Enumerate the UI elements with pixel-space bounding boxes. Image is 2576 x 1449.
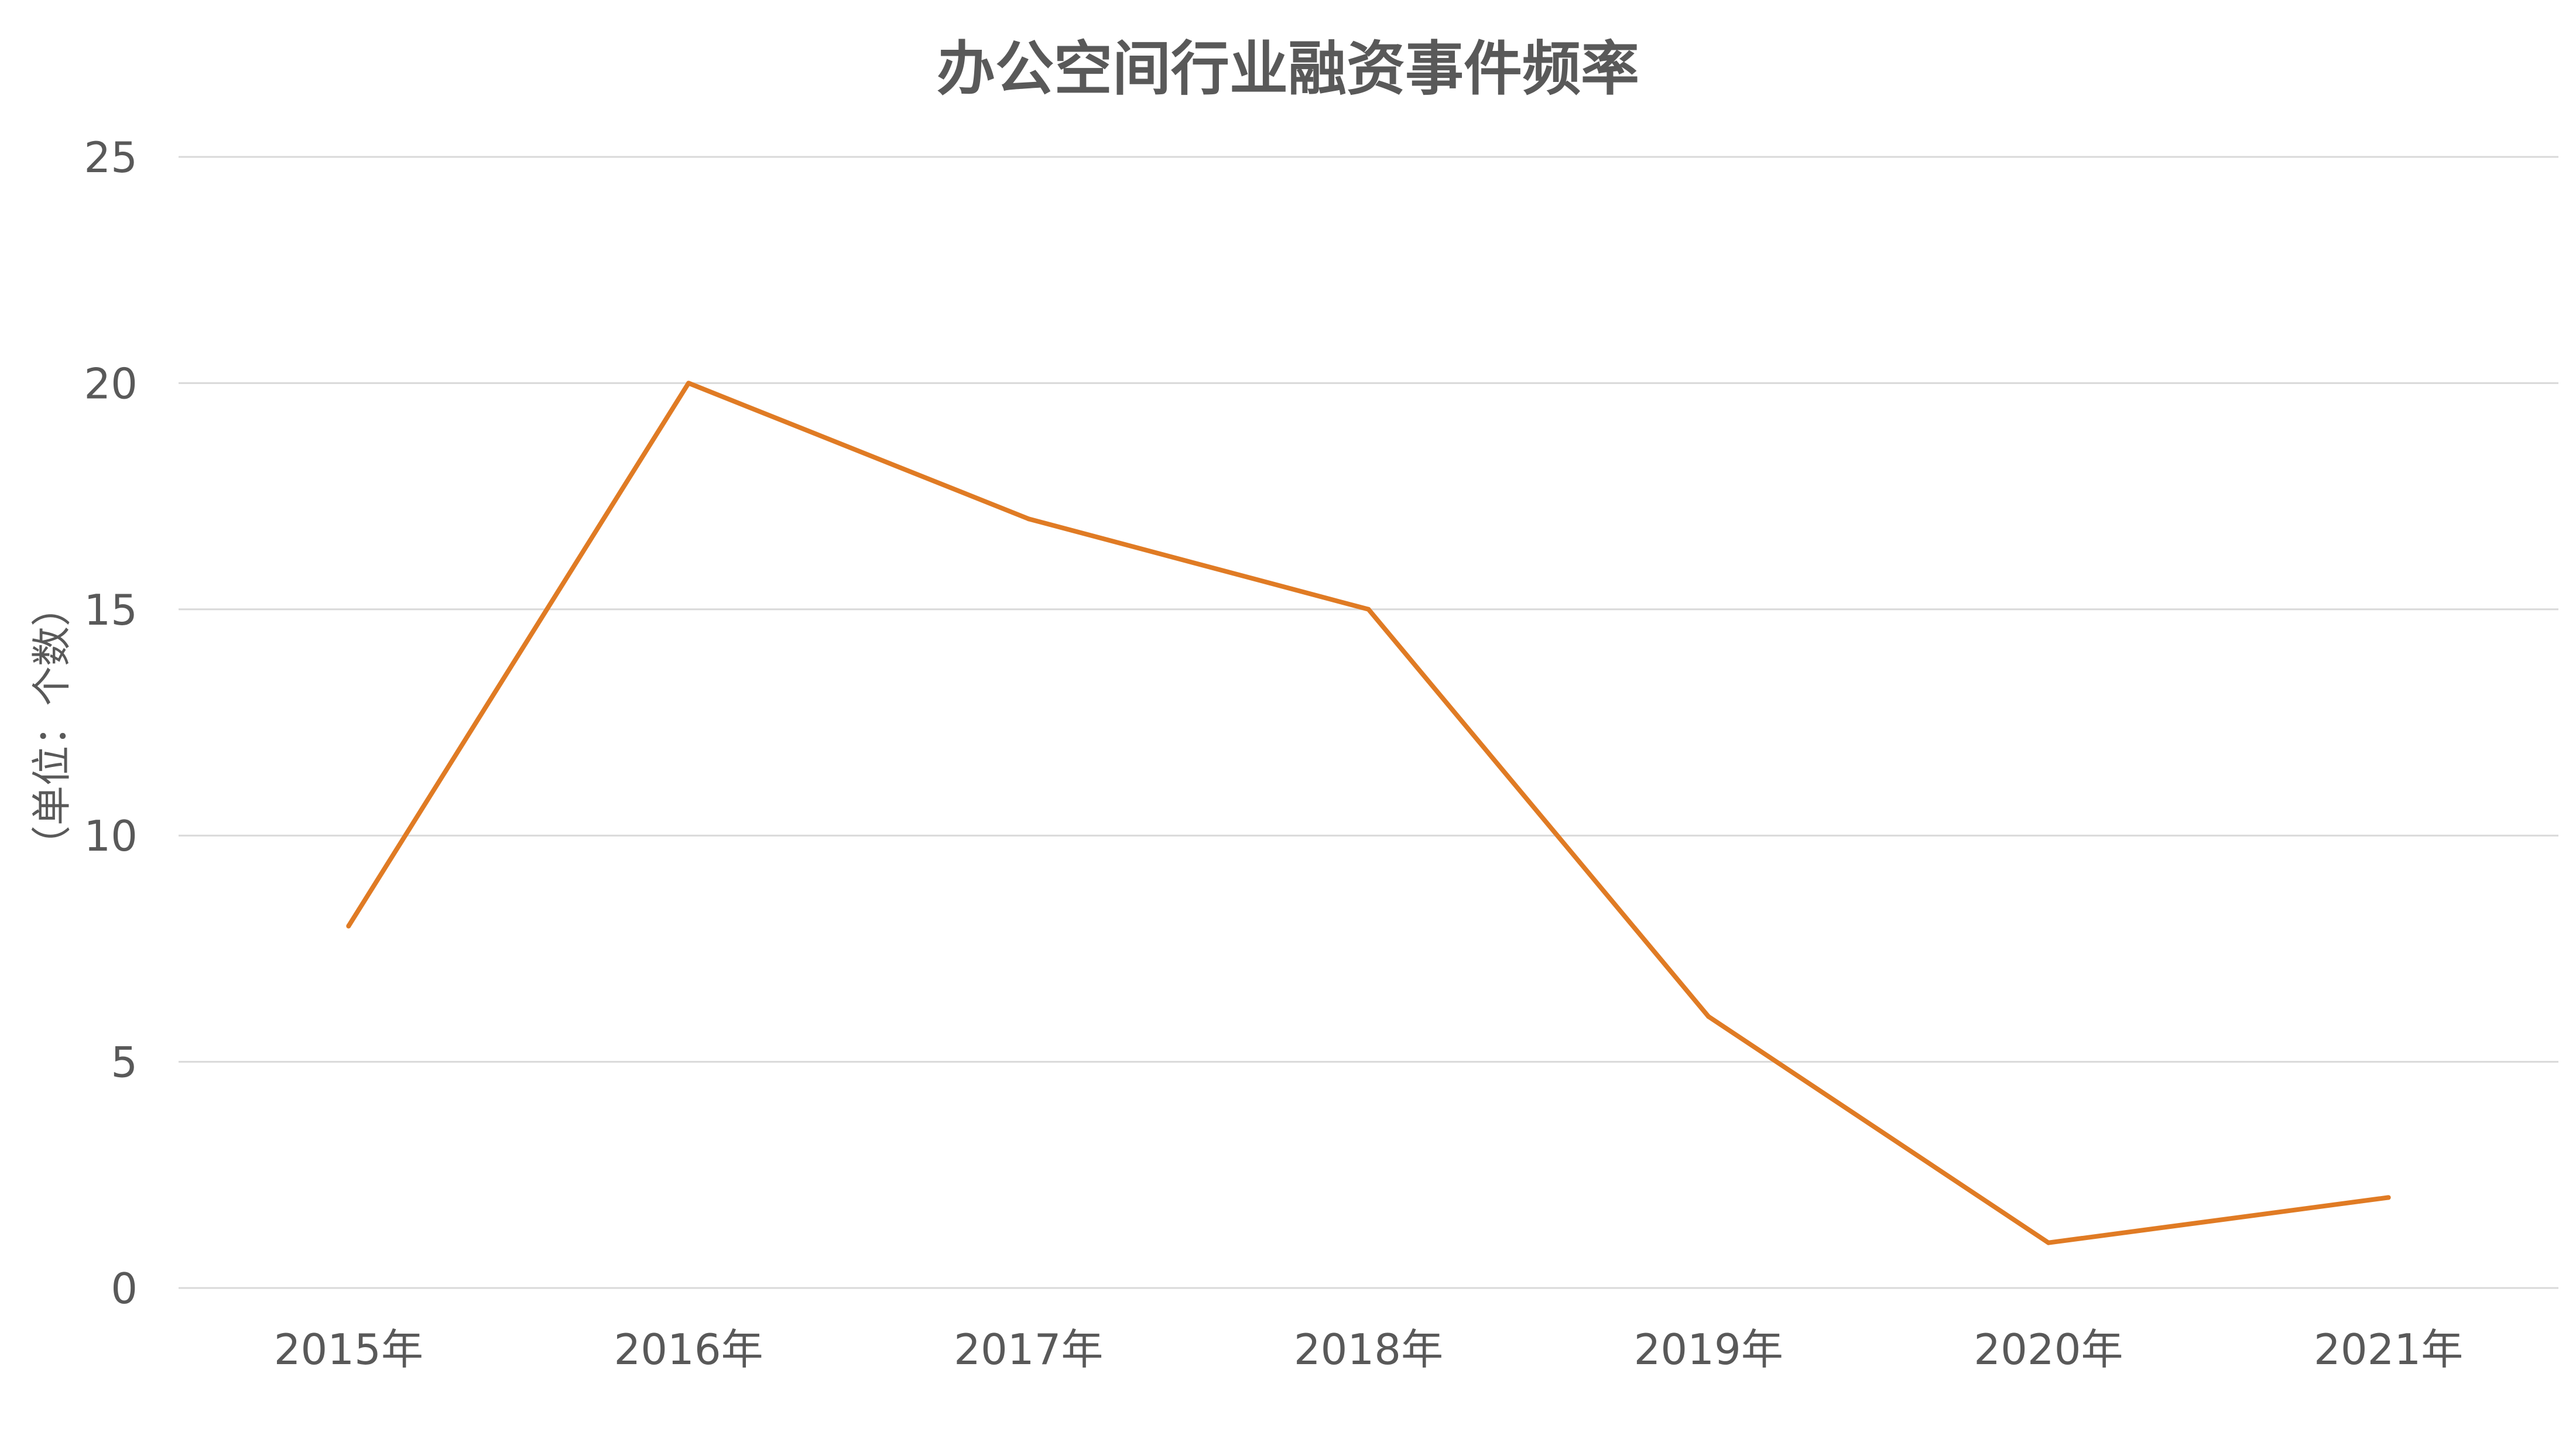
data-point-2021年 (2386, 1195, 2391, 1200)
y-axis-label: （单位：个数） (29, 587, 76, 865)
x-tick-label: 2015年 (274, 1325, 423, 1374)
data-point-2020年 (2046, 1240, 2051, 1245)
gridlines (179, 156, 2558, 1289)
data-point-2015年 (346, 923, 351, 929)
y-tick-label: 25 (84, 133, 138, 182)
y-tick-label: 10 (84, 811, 138, 861)
y-axis-ticks: 0 5 10 15 20 25 (84, 133, 138, 1313)
data-point-2019年 (1706, 1014, 1711, 1019)
data-point-2018年 (1366, 607, 1371, 612)
series-line (346, 381, 2391, 1245)
chart-title: 办公空间行业融资事件频率 (937, 35, 1639, 103)
x-tick-label: 2016年 (614, 1325, 763, 1374)
y-tick-label: 0 (111, 1264, 138, 1313)
y-tick-label: 15 (84, 585, 138, 635)
series-layer (346, 381, 2391, 1245)
x-tick-label: 2019年 (1634, 1325, 1783, 1374)
data-point-2016年 (686, 381, 691, 386)
y-tick-label: 5 (111, 1038, 138, 1087)
x-tick-label: 2017年 (954, 1325, 1103, 1374)
y-tick-label: 20 (84, 359, 138, 408)
data-point-2017年 (1026, 516, 1031, 522)
x-tick-label: 2018年 (1294, 1325, 1443, 1374)
x-tick-label: 2021年 (2314, 1325, 2463, 1374)
x-tick-label: 2020年 (1974, 1325, 2123, 1374)
x-axis-ticks: 2015年 2016年 2017年 2018年 2019年 2020年 2021年 (274, 1325, 2464, 1374)
